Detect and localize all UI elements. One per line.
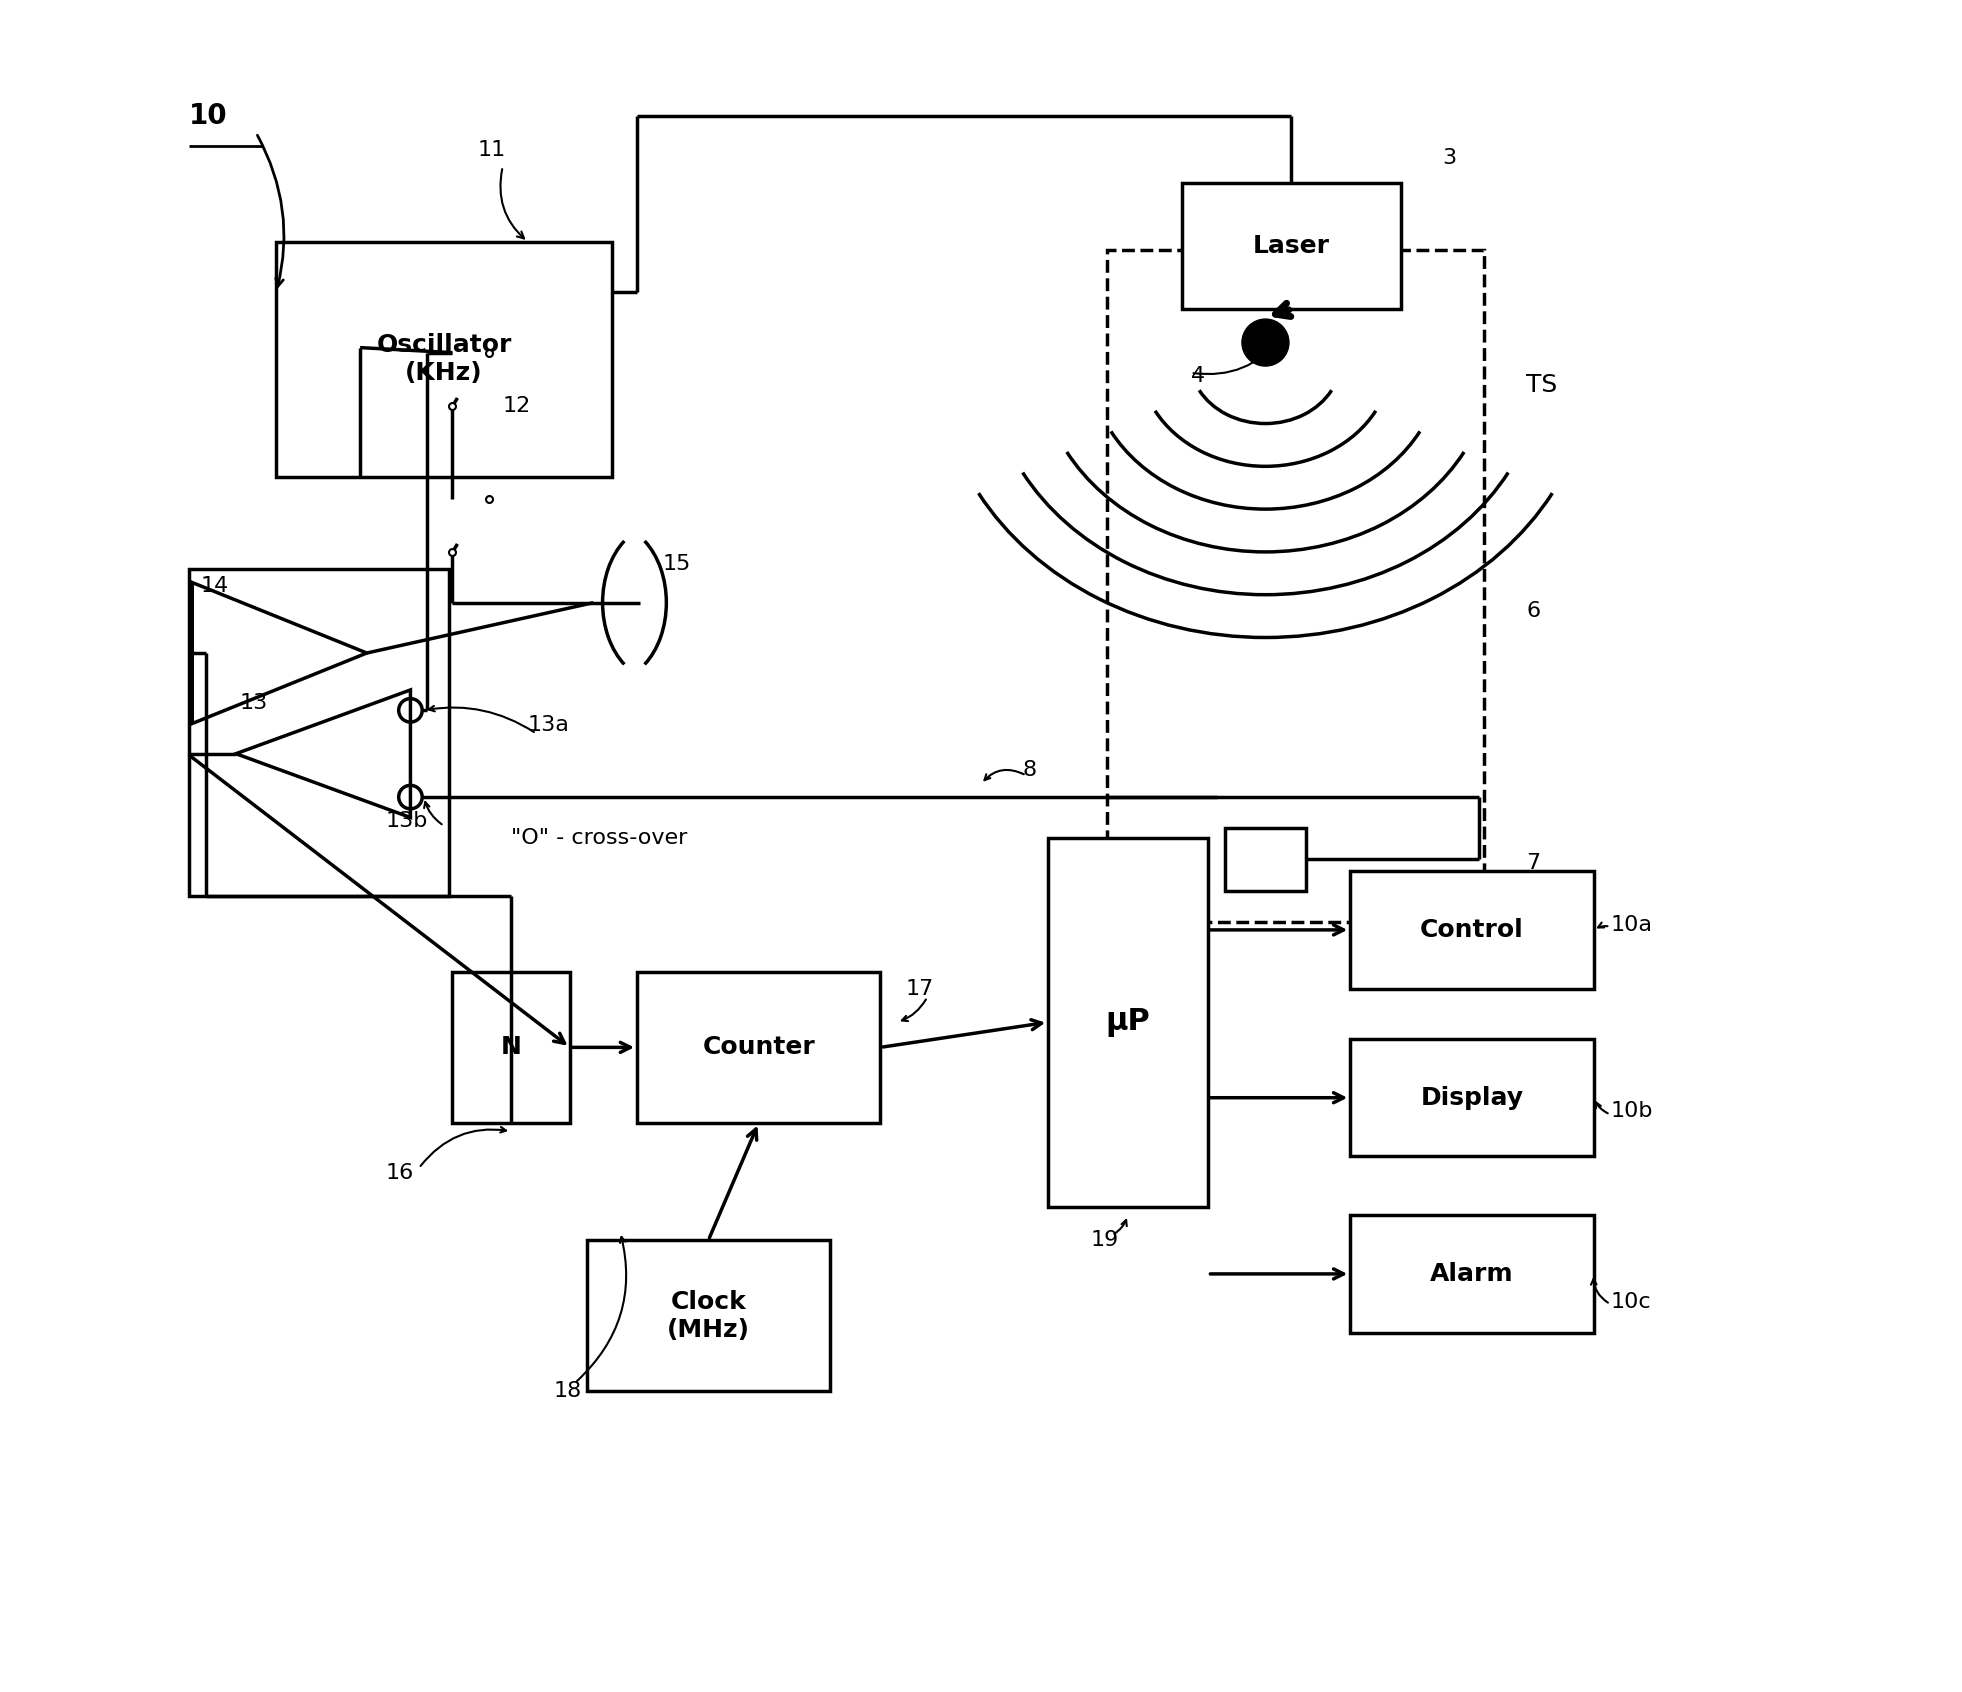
Text: 4: 4 — [1191, 365, 1205, 386]
Text: 16: 16 — [385, 1162, 414, 1183]
Text: 14: 14 — [200, 575, 230, 596]
FancyBboxPatch shape — [1224, 827, 1307, 892]
Text: N: N — [500, 1036, 522, 1059]
Text: Oscillator
(KHz): Oscillator (KHz) — [377, 333, 512, 386]
Text: 13b: 13b — [385, 810, 428, 831]
FancyBboxPatch shape — [1107, 250, 1485, 922]
Text: 15: 15 — [661, 553, 691, 574]
Text: 10c: 10c — [1611, 1293, 1650, 1313]
FancyBboxPatch shape — [1183, 183, 1401, 310]
Text: 18: 18 — [553, 1381, 581, 1401]
FancyBboxPatch shape — [587, 1240, 830, 1391]
Text: Laser: Laser — [1254, 233, 1330, 259]
FancyBboxPatch shape — [1048, 838, 1207, 1206]
FancyBboxPatch shape — [1350, 871, 1593, 988]
Text: 13: 13 — [239, 694, 267, 714]
Text: Clock
(MHz): Clock (MHz) — [667, 1289, 749, 1342]
Text: μP: μP — [1105, 1008, 1150, 1037]
Text: 3: 3 — [1442, 147, 1456, 168]
FancyBboxPatch shape — [188, 569, 449, 897]
Text: 19: 19 — [1091, 1230, 1118, 1250]
Text: 11: 11 — [477, 139, 506, 159]
Text: 6: 6 — [1526, 601, 1540, 621]
FancyBboxPatch shape — [453, 971, 569, 1123]
Text: 12: 12 — [502, 396, 532, 416]
Text: 8: 8 — [1022, 760, 1038, 780]
Text: 13a: 13a — [528, 716, 569, 736]
Text: "O" - cross-over: "O" - cross-over — [512, 827, 687, 848]
Text: 10a: 10a — [1611, 915, 1652, 936]
Text: 10: 10 — [188, 102, 228, 130]
Text: Display: Display — [1420, 1086, 1523, 1110]
Circle shape — [1242, 320, 1289, 365]
Text: Alarm: Alarm — [1430, 1262, 1513, 1286]
Text: Control: Control — [1420, 917, 1524, 942]
Text: 17: 17 — [906, 978, 934, 998]
Text: 10b: 10b — [1611, 1101, 1652, 1122]
FancyBboxPatch shape — [1350, 1039, 1593, 1156]
FancyBboxPatch shape — [277, 242, 612, 477]
Text: TS: TS — [1526, 372, 1558, 396]
Text: Counter: Counter — [702, 1036, 814, 1059]
FancyBboxPatch shape — [638, 971, 881, 1123]
FancyBboxPatch shape — [1350, 1215, 1593, 1333]
Text: 7: 7 — [1526, 853, 1540, 873]
